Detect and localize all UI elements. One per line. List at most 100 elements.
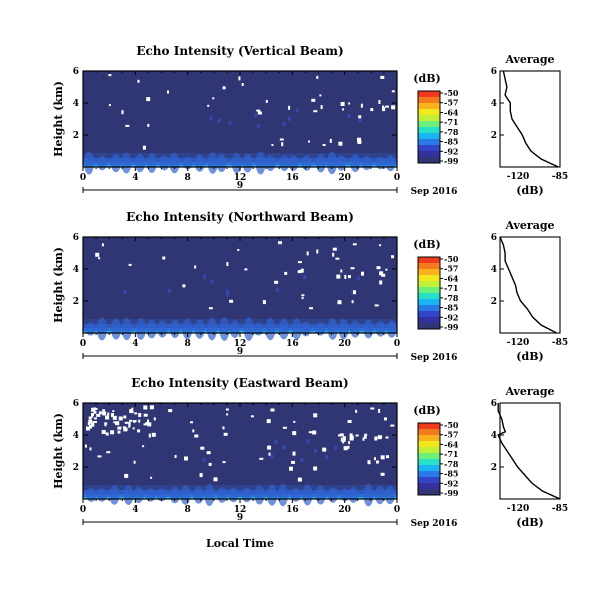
data-gap	[117, 430, 121, 434]
data-gap	[91, 422, 95, 427]
y-tick-label: 4	[73, 265, 79, 275]
data-gap	[143, 423, 148, 426]
data-gap	[89, 421, 93, 424]
avg-y-tick-label: 6	[491, 67, 497, 77]
data-gap	[91, 407, 96, 412]
echo-bump	[207, 152, 218, 174]
colorbar-segment	[418, 127, 440, 134]
data-gap	[129, 419, 133, 422]
data-gap	[147, 419, 149, 423]
x-tick-label: 0	[394, 173, 400, 183]
data-gap	[222, 461, 226, 464]
data-gap	[143, 405, 148, 410]
data-gap	[336, 274, 341, 279]
heatmap-field	[83, 237, 397, 333]
echo-bump	[228, 487, 239, 503]
colorbar-segment	[418, 263, 440, 270]
data-gap	[378, 100, 381, 104]
y-axis-label: Height (km)	[52, 247, 65, 323]
data-gap	[184, 456, 188, 461]
data-gap	[348, 102, 351, 105]
data-gap	[353, 290, 356, 295]
echo-bump	[193, 486, 204, 504]
average-profile-line	[502, 70, 559, 168]
data-gap	[122, 426, 126, 429]
echo-bump	[350, 153, 361, 173]
avg-x-axis-label: (dB)	[516, 350, 543, 363]
colorbar-tick-label: -85	[444, 137, 458, 147]
data-gap	[123, 415, 127, 419]
data-gap	[382, 107, 386, 112]
colorbar-segment	[418, 133, 440, 140]
echo-patch	[167, 288, 171, 293]
colorbar-frame	[417, 90, 441, 164]
data-gap	[265, 99, 268, 103]
colorbar-unit: (dB)	[413, 238, 440, 251]
x-tick-label: 8	[185, 505, 191, 515]
colorbar-segment	[418, 453, 440, 460]
average-title: Average	[504, 53, 554, 66]
colorbar-segment	[418, 293, 440, 300]
echo-patch	[303, 275, 307, 280]
echo-bump	[194, 319, 205, 339]
avg-y-tick-label: 2	[491, 463, 497, 473]
avg-y-tick-label: 4	[491, 99, 497, 109]
data-gap	[89, 447, 92, 451]
data-gap	[108, 104, 111, 107]
colorbar-segment	[418, 317, 440, 324]
echo-bump	[265, 317, 276, 341]
echo-bump	[96, 317, 107, 341]
data-gap	[380, 472, 385, 476]
data-gap	[222, 426, 225, 430]
data-gap	[167, 90, 169, 94]
data-gap	[320, 105, 323, 110]
echo-bump	[386, 320, 397, 338]
echo-patch	[202, 274, 206, 279]
data-gap	[129, 409, 134, 414]
x-tick-label: 0	[394, 505, 400, 515]
data-gap	[137, 429, 141, 433]
data-gap	[342, 108, 344, 111]
colorbar-segment	[418, 145, 440, 152]
echo-bump	[121, 152, 132, 174]
colorbar-tick-label: -64	[444, 273, 459, 283]
data-gap	[124, 421, 129, 424]
x-tick-label: 0	[394, 339, 400, 349]
data-gap	[292, 451, 296, 456]
echo-bump	[277, 483, 288, 507]
data-gap	[335, 257, 340, 260]
data-gap	[142, 445, 145, 448]
y-tick-label: 2	[73, 463, 79, 473]
data-gap	[381, 273, 386, 277]
colorbar-segment	[418, 311, 440, 318]
echo-patch	[210, 279, 214, 284]
data-gap	[262, 300, 266, 305]
data-gap	[113, 421, 116, 424]
month-label: Sep 2016	[411, 353, 458, 363]
data-gap	[105, 415, 110, 420]
echo-bump	[123, 485, 134, 505]
data-gap	[238, 76, 241, 81]
colorbar-segment	[418, 269, 440, 276]
data-gap	[301, 294, 305, 297]
x-tick-label: 16	[286, 339, 299, 349]
data-gap	[279, 138, 284, 141]
data-gap	[342, 436, 346, 441]
average-frame	[499, 402, 561, 500]
data-gap	[85, 444, 87, 448]
data-gap	[288, 105, 291, 110]
avg-y-tick-label: 2	[491, 297, 497, 307]
data-gap	[374, 304, 379, 307]
data-gap	[194, 434, 199, 438]
echo-bump	[182, 156, 193, 170]
colorbar-segment	[418, 257, 440, 264]
y-tick-label: 6	[73, 399, 79, 409]
echo-bump	[348, 487, 359, 503]
avg-y-tick-label: 2	[491, 131, 497, 141]
data-gap	[208, 307, 213, 310]
y-tick-label: 2	[73, 297, 79, 307]
x-tick-label: 12	[234, 173, 247, 183]
data-gap	[297, 261, 302, 264]
data-gap	[112, 415, 117, 420]
data-gap	[117, 426, 122, 430]
